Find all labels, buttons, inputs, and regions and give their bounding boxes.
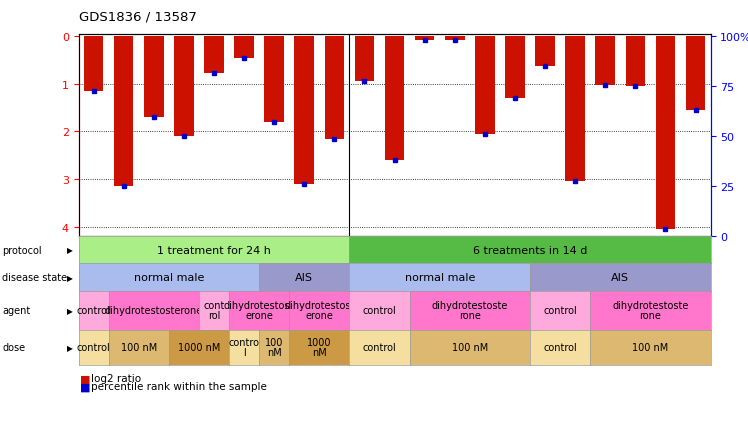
Text: dihydrotestoste
rone: dihydrotestoste rone [612,301,689,321]
Text: agent: agent [2,306,31,316]
Text: protocol: protocol [2,245,42,255]
Text: ▶: ▶ [67,343,73,352]
Bar [264,37,284,122]
Bar [536,37,555,66]
Text: 100 nM: 100 nM [120,343,157,352]
Text: dose: dose [2,343,25,352]
Bar [445,37,465,40]
Bar [656,37,675,230]
Text: AIS: AIS [611,273,629,283]
Text: control: control [363,306,396,316]
Bar [505,37,525,99]
Bar [415,37,435,41]
Text: AIS: AIS [295,273,313,283]
Text: normal male: normal male [405,273,475,283]
Text: 1000 nM: 1000 nM [178,343,220,352]
Text: GDS1836 / 13587: GDS1836 / 13587 [79,11,197,24]
Text: contro
l: contro l [229,338,260,358]
Text: control: control [77,306,111,316]
Text: control: control [77,343,111,352]
Text: log2 ratio: log2 ratio [91,374,141,383]
Text: 100 nM: 100 nM [632,343,669,352]
Text: ■: ■ [80,381,91,391]
Bar [325,37,344,139]
Bar [174,37,194,137]
Text: ▶: ▶ [67,306,73,315]
Bar [475,37,494,135]
Text: dihydrotestost
erone: dihydrotestost erone [284,301,355,321]
Text: 100
nM: 100 nM [265,338,283,358]
Bar [144,37,164,118]
Bar [384,37,405,161]
Bar [84,37,103,92]
Text: disease state: disease state [2,273,67,283]
Bar [355,37,374,82]
Text: control: control [363,343,396,352]
Text: 100 nM: 100 nM [452,343,488,352]
Bar [625,37,645,87]
Bar [595,37,615,85]
Text: control: control [543,343,577,352]
Text: 6 treatments in 14 d: 6 treatments in 14 d [473,245,587,255]
Text: control: control [543,306,577,316]
Text: 1000
nM: 1000 nM [307,338,331,358]
Bar [295,37,314,184]
Text: dihydrotestoste
rone: dihydrotestoste rone [432,301,508,321]
Bar [565,37,585,182]
Text: dihydrotestost
erone: dihydrotestost erone [224,301,294,321]
Bar [686,37,705,111]
Text: ■: ■ [80,374,91,383]
Text: percentile rank within the sample: percentile rank within the sample [91,381,266,391]
Bar [234,37,254,59]
Text: ▶: ▶ [67,246,73,254]
Text: dihydrotestosterone: dihydrotestosterone [105,306,203,316]
Bar [204,37,224,74]
Text: normal male: normal male [134,273,204,283]
Text: ▶: ▶ [67,273,73,282]
Text: cont
rol: cont rol [203,301,224,321]
Bar [114,37,133,187]
Text: 1 treatment for 24 h: 1 treatment for 24 h [157,245,271,255]
